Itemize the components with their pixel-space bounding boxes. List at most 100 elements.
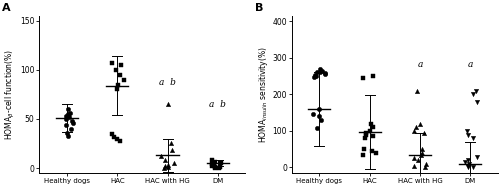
- Point: [371, 151, 379, 154]
- Point: [315, 71, 323, 74]
- Point: [317, 118, 325, 121]
- Point: [463, 159, 471, 162]
- Point: [312, 127, 320, 130]
- Point: [368, 135, 376, 138]
- Point: [412, 89, 420, 92]
- Point: [108, 132, 116, 135]
- Point: [210, 161, 218, 164]
- Text: B: B: [254, 3, 263, 13]
- Point: [207, 163, 215, 166]
- Point: [463, 164, 471, 167]
- Point: [416, 153, 424, 156]
- Point: [113, 88, 121, 91]
- Y-axis label: HOMA$_{\mathit{insulin}}$ sensitivity(%): HOMA$_{\mathit{insulin}}$ sensitivity(%): [256, 46, 269, 143]
- Point: [215, 166, 223, 169]
- Point: [159, 167, 167, 170]
- Point: [411, 126, 419, 129]
- Point: [468, 137, 476, 140]
- Point: [409, 129, 417, 132]
- Point: [110, 135, 118, 138]
- Point: [115, 139, 123, 142]
- Point: [359, 76, 367, 79]
- Point: [472, 155, 480, 158]
- Point: [360, 148, 368, 151]
- Point: [309, 75, 317, 78]
- Point: [64, 114, 72, 117]
- Point: [419, 131, 427, 134]
- Text: a  b: a b: [159, 78, 176, 87]
- Point: [409, 164, 417, 167]
- Point: [320, 72, 328, 75]
- Point: [64, 134, 72, 137]
- Point: [163, 164, 171, 167]
- Point: [64, 112, 72, 115]
- Point: [415, 122, 423, 125]
- Point: [68, 119, 76, 122]
- Point: [169, 162, 177, 165]
- Point: [67, 127, 75, 130]
- Point: [318, 69, 326, 72]
- Point: [117, 63, 125, 66]
- Point: [417, 151, 425, 154]
- Point: [361, 131, 369, 134]
- Point: [66, 111, 74, 114]
- Point: [62, 114, 70, 118]
- Point: [209, 164, 217, 167]
- Point: [468, 166, 476, 169]
- Point: [216, 162, 224, 165]
- Point: [471, 89, 479, 92]
- Point: [417, 148, 425, 151]
- Text: a: a: [416, 60, 422, 69]
- Point: [367, 122, 375, 125]
- Point: [112, 68, 120, 71]
- Point: [113, 137, 121, 140]
- Point: [214, 167, 222, 170]
- Point: [420, 165, 428, 168]
- Point: [69, 121, 77, 124]
- Point: [314, 108, 322, 111]
- Point: [367, 149, 375, 152]
- Point: [161, 164, 169, 168]
- Point: [368, 126, 376, 129]
- Y-axis label: HOMA$_{\beta}$-cell function(%): HOMA$_{\beta}$-cell function(%): [4, 49, 17, 140]
- Point: [464, 162, 472, 165]
- Point: [359, 153, 367, 156]
- Point: [63, 131, 71, 134]
- Point: [168, 149, 176, 152]
- Point: [311, 75, 319, 78]
- Point: [309, 113, 317, 116]
- Point: [62, 123, 70, 126]
- Point: [320, 73, 328, 76]
- Point: [161, 159, 169, 162]
- Point: [164, 166, 172, 169]
- Point: [207, 164, 215, 168]
- Point: [65, 115, 73, 118]
- Point: [114, 83, 122, 86]
- Point: [64, 108, 72, 111]
- Point: [116, 73, 124, 76]
- Point: [463, 133, 471, 136]
- Point: [119, 78, 127, 81]
- Point: [421, 162, 429, 165]
- Point: [361, 133, 369, 136]
- Point: [157, 155, 165, 158]
- Point: [207, 159, 215, 162]
- Point: [62, 118, 70, 121]
- Point: [472, 100, 480, 103]
- Text: a: a: [466, 60, 472, 69]
- Point: [369, 75, 377, 78]
- Point: [409, 157, 417, 160]
- Point: [361, 137, 369, 140]
- Point: [211, 166, 219, 169]
- Point: [108, 61, 116, 64]
- Text: A: A: [3, 3, 11, 13]
- Point: [163, 103, 171, 106]
- Point: [167, 142, 175, 145]
- Point: [314, 115, 322, 118]
- Point: [365, 129, 373, 132]
- Point: [461, 129, 469, 132]
- Point: [413, 159, 421, 162]
- Point: [460, 161, 468, 164]
- Point: [310, 74, 318, 77]
- Point: [468, 93, 476, 96]
